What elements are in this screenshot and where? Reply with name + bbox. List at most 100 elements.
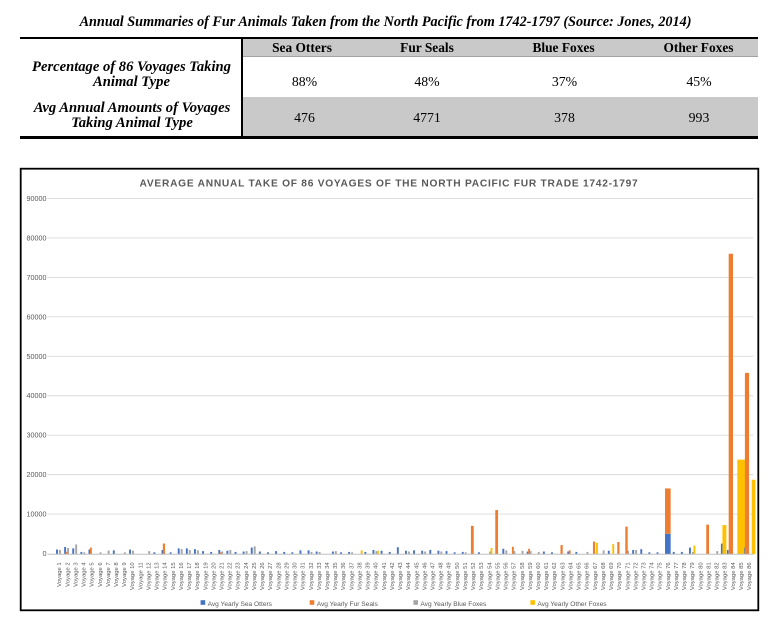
svg-text:Voyage 5: Voyage 5 bbox=[90, 562, 96, 587]
svg-text:0: 0 bbox=[43, 549, 47, 558]
svg-text:Voyage 37: Voyage 37 bbox=[349, 562, 355, 590]
svg-text:Avg Yearly Sea Otters: Avg Yearly Sea Otters bbox=[208, 601, 273, 608]
svg-text:Voyage 77: Voyage 77 bbox=[674, 562, 680, 590]
svg-text:Voyage 57: Voyage 57 bbox=[512, 562, 518, 590]
svg-text:Voyage 44: Voyage 44 bbox=[406, 562, 412, 591]
svg-text:Voyage 53: Voyage 53 bbox=[479, 562, 485, 591]
svg-text:10000: 10000 bbox=[27, 510, 47, 519]
svg-text:Voyage 25: Voyage 25 bbox=[252, 562, 258, 591]
svg-text:Voyage 80: Voyage 80 bbox=[698, 562, 704, 591]
svg-text:Voyage 86: Voyage 86 bbox=[747, 562, 753, 591]
svg-text:Voyage 68: Voyage 68 bbox=[601, 562, 607, 591]
svg-text:Voyage 79: Voyage 79 bbox=[690, 562, 696, 590]
svg-text:Voyage 13: Voyage 13 bbox=[155, 562, 161, 591]
svg-text:Voyage 32: Voyage 32 bbox=[309, 562, 315, 590]
svg-text:Voyage 85: Voyage 85 bbox=[739, 562, 745, 591]
svg-text:Voyage 41: Voyage 41 bbox=[382, 562, 388, 590]
svg-text:Voyage 72: Voyage 72 bbox=[633, 562, 639, 590]
svg-text:Voyage 28: Voyage 28 bbox=[276, 562, 282, 591]
svg-text:Avg Yearly Blue Foxes: Avg Yearly Blue Foxes bbox=[420, 601, 487, 608]
svg-text:Voyage 49: Voyage 49 bbox=[447, 562, 453, 590]
svg-text:Voyage 27: Voyage 27 bbox=[268, 562, 274, 590]
svg-text:Avg Yearly Fur Seals: Avg Yearly Fur Seals bbox=[317, 601, 379, 608]
svg-text:60000: 60000 bbox=[27, 312, 47, 321]
svg-text:Voyage 9: Voyage 9 bbox=[122, 562, 128, 587]
svg-text:Voyage 43: Voyage 43 bbox=[398, 562, 404, 591]
svg-text:Voyage 67: Voyage 67 bbox=[593, 562, 599, 590]
svg-text:70000: 70000 bbox=[27, 273, 47, 282]
svg-text:Voyage 12: Voyage 12 bbox=[146, 562, 152, 590]
svg-text:Voyage 30: Voyage 30 bbox=[293, 562, 299, 591]
svg-text:80000: 80000 bbox=[27, 233, 47, 242]
svg-text:30000: 30000 bbox=[27, 431, 47, 440]
svg-text:40000: 40000 bbox=[27, 391, 47, 400]
svg-text:Voyage 16: Voyage 16 bbox=[179, 562, 185, 591]
svg-text:Voyage 24: Voyage 24 bbox=[244, 562, 250, 591]
svg-text:Voyage 26: Voyage 26 bbox=[260, 562, 266, 591]
svg-text:Voyage 23: Voyage 23 bbox=[236, 562, 242, 591]
svg-text:Voyage 33: Voyage 33 bbox=[317, 562, 323, 591]
svg-text:Voyage 78: Voyage 78 bbox=[682, 562, 688, 591]
svg-text:Voyage 66: Voyage 66 bbox=[585, 562, 591, 591]
svg-text:Voyage 38: Voyage 38 bbox=[357, 562, 363, 591]
svg-text:Voyage 1: Voyage 1 bbox=[57, 562, 63, 587]
svg-text:Voyage 7: Voyage 7 bbox=[106, 562, 112, 587]
svg-text:Voyage 69: Voyage 69 bbox=[609, 562, 615, 590]
svg-text:Voyage 21: Voyage 21 bbox=[220, 562, 226, 590]
svg-text:Voyage 31: Voyage 31 bbox=[301, 562, 307, 590]
svg-text:Voyage 10: Voyage 10 bbox=[130, 562, 136, 591]
svg-text:Voyage 65: Voyage 65 bbox=[577, 562, 583, 591]
svg-text:Voyage 52: Voyage 52 bbox=[471, 562, 477, 590]
svg-text:Voyage 39: Voyage 39 bbox=[366, 562, 372, 590]
svg-text:Voyage 6: Voyage 6 bbox=[98, 562, 104, 587]
svg-text:Voyage 51: Voyage 51 bbox=[463, 562, 469, 590]
svg-text:Voyage 36: Voyage 36 bbox=[341, 562, 347, 591]
svg-text:Voyage 73: Voyage 73 bbox=[641, 562, 647, 591]
svg-text:Voyage 3: Voyage 3 bbox=[73, 562, 79, 587]
svg-text:Voyage 54: Voyage 54 bbox=[487, 562, 493, 591]
svg-text:Voyage 48: Voyage 48 bbox=[439, 562, 445, 591]
svg-text:Voyage 59: Voyage 59 bbox=[528, 562, 534, 590]
svg-text:Voyage 35: Voyage 35 bbox=[333, 562, 339, 591]
svg-text:Avg Yearly Other Foxes: Avg Yearly Other Foxes bbox=[537, 601, 607, 608]
svg-text:Voyage 60: Voyage 60 bbox=[536, 562, 542, 591]
svg-text:Voyage 46: Voyage 46 bbox=[422, 562, 428, 591]
svg-text:Voyage 64: Voyage 64 bbox=[568, 562, 574, 591]
svg-text:Voyage 45: Voyage 45 bbox=[414, 562, 420, 591]
svg-text:Voyage 47: Voyage 47 bbox=[430, 562, 436, 590]
svg-text:Voyage 18: Voyage 18 bbox=[195, 562, 201, 591]
svg-text:Voyage 84: Voyage 84 bbox=[731, 562, 737, 591]
svg-text:Voyage 82: Voyage 82 bbox=[715, 562, 721, 590]
svg-text:Voyage 29: Voyage 29 bbox=[284, 562, 290, 590]
svg-text:Voyage 61: Voyage 61 bbox=[544, 562, 550, 590]
svg-text:Voyage 70: Voyage 70 bbox=[617, 562, 623, 591]
svg-text:Voyage 56: Voyage 56 bbox=[504, 562, 510, 591]
svg-text:Voyage 34: Voyage 34 bbox=[325, 562, 331, 591]
svg-text:90000: 90000 bbox=[27, 194, 47, 203]
svg-text:Voyage 11: Voyage 11 bbox=[138, 562, 144, 589]
svg-text:Voyage 4: Voyage 4 bbox=[82, 562, 88, 587]
svg-text:20000: 20000 bbox=[27, 470, 47, 479]
svg-text:Voyage 55: Voyage 55 bbox=[495, 562, 501, 591]
svg-text:Voyage 50: Voyage 50 bbox=[455, 562, 461, 591]
svg-text:Voyage 58: Voyage 58 bbox=[520, 562, 526, 591]
svg-text:Voyage 2: Voyage 2 bbox=[65, 562, 71, 587]
svg-text:Voyage 62: Voyage 62 bbox=[552, 562, 558, 590]
svg-text:Voyage 71: Voyage 71 bbox=[625, 562, 631, 590]
svg-text:50000: 50000 bbox=[27, 352, 47, 361]
svg-text:Voyage 76: Voyage 76 bbox=[666, 562, 672, 591]
svg-text:Voyage 19: Voyage 19 bbox=[203, 562, 209, 590]
svg-text:Voyage 40: Voyage 40 bbox=[374, 562, 380, 591]
svg-text:Voyage 22: Voyage 22 bbox=[228, 562, 234, 590]
svg-text:Voyage 63: Voyage 63 bbox=[560, 562, 566, 591]
svg-text:Voyage 81: Voyage 81 bbox=[706, 562, 712, 590]
svg-text:Voyage 8: Voyage 8 bbox=[114, 562, 120, 587]
svg-text:Voyage 42: Voyage 42 bbox=[390, 562, 396, 590]
svg-text:AVERAGE ANNUAL TAKE OF 86 VOYA: AVERAGE ANNUAL TAKE OF 86 VOYAGES OF THE… bbox=[140, 179, 639, 190]
svg-text:Voyage 15: Voyage 15 bbox=[171, 562, 177, 591]
svg-text:Voyage 83: Voyage 83 bbox=[723, 562, 729, 591]
svg-text:Voyage 20: Voyage 20 bbox=[211, 562, 217, 591]
svg-text:Voyage 74: Voyage 74 bbox=[650, 562, 656, 591]
svg-text:Voyage 75: Voyage 75 bbox=[658, 562, 664, 591]
svg-text:Voyage 14: Voyage 14 bbox=[163, 562, 169, 591]
